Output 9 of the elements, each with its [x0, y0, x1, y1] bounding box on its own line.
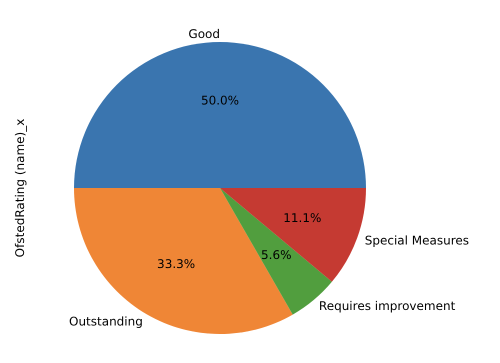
slice-label: Special Measures — [364, 234, 470, 248]
data-label: 33.3% — [157, 256, 196, 271]
data-label: 5.6% — [261, 248, 292, 262]
slice-label: Good — [188, 27, 220, 41]
data-label: 50.0% — [200, 93, 240, 108]
slice-label: Outstanding — [69, 314, 143, 328]
text: OfstedRating (name)_x — [13, 118, 27, 258]
data-label: 11.1% — [283, 210, 322, 225]
slice-label: Requires improvement — [318, 299, 456, 314]
